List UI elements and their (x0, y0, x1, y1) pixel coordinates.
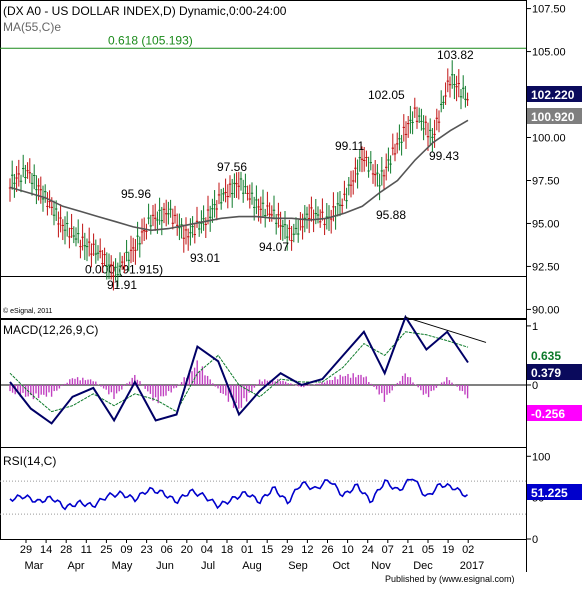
histogram-last-label-bg (527, 405, 582, 421)
publisher-text: Published by (www.esignal.com) (385, 574, 515, 584)
ma-line (9, 119, 469, 232)
rsi-tick-label: 100 (532, 451, 550, 463)
price-annotation: 94.07 (259, 240, 289, 254)
rsi-last-label-bg (527, 484, 582, 500)
x-tick-label: 05 (422, 544, 434, 556)
histogram-last-label: -0.256 (531, 407, 565, 421)
x-month-label: Dec (413, 560, 433, 572)
x-month-label: Jul (201, 560, 215, 572)
x-tick-label: 12 (301, 544, 313, 556)
macd-tick-label: 0 (532, 380, 538, 392)
price-annotation: 95.88 (376, 208, 406, 222)
macd-last-label-bg (527, 364, 582, 380)
x-tick-label: 25 (100, 544, 112, 556)
price-annotation: 95.96 (121, 187, 151, 201)
price-annotation: 102.05 (368, 88, 405, 102)
macd-tick-label: 1 (532, 321, 538, 333)
x-tick-label: 09 (120, 544, 132, 556)
x-tick-label: 29 (20, 544, 32, 556)
x-tick-label: 24 (362, 544, 374, 556)
x-tick-label: 28 (60, 544, 72, 556)
x-tick-label: 15 (261, 544, 273, 556)
x-tick-label: 01 (241, 544, 253, 556)
copyright-text: © eSignal, 2011 (3, 307, 53, 315)
x-tick-label: 14 (40, 544, 52, 556)
price-y-axis: 90.0092.5095.0097.50100.00102.50105.0010… (526, 4, 566, 316)
macd-y-axis: 10 (526, 321, 538, 392)
rsi-tick-label: 0 (532, 534, 538, 546)
price-tick-label: 100.00 (532, 133, 566, 145)
macd-trendline (404, 316, 487, 343)
x-tick-label: 29 (281, 544, 293, 556)
x-tick-label: 11 (81, 544, 92, 556)
x-month-label: Oct (332, 560, 349, 572)
macd-line (9, 314, 469, 425)
price-annotation: 103.82 (437, 48, 474, 62)
price-last-label: 102.220 (531, 88, 575, 102)
x-tick-label: 02 (462, 544, 474, 556)
x-tick-label: 23 (140, 544, 152, 556)
x-month-label: Jun (156, 560, 174, 572)
rsi-last-label: 51.225 (531, 486, 568, 500)
macd-title: MACD(12,26,9,C) (3, 323, 98, 337)
rsi-marks (0, 478, 526, 515)
price-tick-label: 90.00 (532, 304, 560, 316)
x-month-label: Aug (242, 560, 262, 572)
price-annotation: 91.91 (107, 278, 137, 292)
price-annotation: 97.56 (217, 160, 247, 174)
signal-last-label-bg (527, 347, 582, 363)
ma-last-label: 100.920 (531, 110, 575, 124)
x-axis: 29 14 28 11 25 09 23 06 20 04 18 01 15 29 12 26 10 24 07 21… (20, 539, 484, 572)
x-tick-label: 07 (382, 544, 394, 556)
last-value-labels: 102.220 100.920 0.635 0.379 -0.256 51.225 (527, 86, 582, 500)
price-annotation: 93.01 (190, 251, 220, 265)
price-annotation: 99.11 (335, 139, 364, 153)
x-tick-label: 06 (161, 544, 173, 556)
price-panel (0, 0, 527, 319)
rsi-line (9, 478, 468, 511)
price-tick-label: 97.50 (532, 175, 560, 187)
price-marks: 0.618 (105.193)0.000 (91.915)91.9195.969… (0, 33, 526, 292)
x-month-label: 2017 (460, 560, 484, 572)
fib-618-label: 0.618 (105.193) (108, 33, 193, 47)
x-tick-label: 18 (221, 544, 233, 556)
price-tick-label: 92.50 (532, 261, 560, 273)
price-tick-label: 107.50 (532, 4, 566, 16)
x-tick-label: 21 (402, 544, 414, 556)
macd-marks (0, 314, 526, 425)
signal-line (9, 331, 469, 413)
price-tick-label: 105.00 (532, 47, 566, 59)
x-month-label: Nov (371, 560, 391, 572)
ma-legend: MA(55,C)e (3, 20, 61, 34)
x-tick-label: 20 (181, 544, 193, 556)
x-month-label: May (112, 560, 133, 572)
price-last-label-bg (527, 86, 582, 102)
x-month-label: Apr (67, 560, 84, 572)
price-tick-label: 95.00 (532, 218, 560, 230)
chart-title: (DX A0 - US DOLLAR INDEX,D) Dynamic,0:00… (3, 4, 287, 18)
ma-last-label-bg (527, 108, 582, 124)
rsi-panel (0, 447, 527, 540)
price-annotation: 99.43 (429, 149, 459, 163)
x-tick-label: 19 (442, 544, 454, 556)
x-tick-label: 10 (341, 544, 353, 556)
signal-last-label: 0.635 (531, 349, 561, 363)
macd-last-label: 0.379 (531, 366, 561, 380)
x-tick-label: 26 (321, 544, 333, 556)
rsi-title: RSI(14,C) (3, 454, 56, 468)
macd-panel (0, 319, 527, 448)
x-tick-label: 04 (201, 544, 213, 556)
x-month-label: Mar (25, 560, 44, 572)
x-month-label: Sep (288, 560, 308, 572)
